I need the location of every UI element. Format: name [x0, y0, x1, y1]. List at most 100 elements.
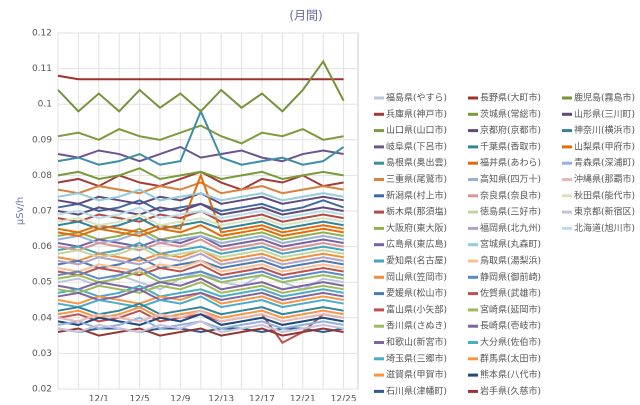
- series-line: [57, 217, 344, 230]
- series-line: [57, 241, 344, 255]
- legend-label: 山形県(三川町): [574, 108, 635, 120]
- legend-label: 愛知県(名古屋): [386, 255, 447, 267]
- legend-label: 福井県(あわら): [480, 157, 541, 169]
- series-line: [57, 259, 344, 273]
- series-line: [57, 327, 344, 334]
- series-line: [57, 252, 344, 266]
- legend-label: 青森県(深浦町): [574, 157, 635, 169]
- x-tick-label: 12/1: [89, 395, 109, 402]
- series-line: [57, 213, 344, 227]
- y-tick-label: 0.11: [32, 64, 52, 74]
- series-line: [57, 270, 344, 284]
- legend-label: 秋田県(能代市): [574, 189, 635, 201]
- legend-label: 長崎県(壱岐市): [480, 320, 541, 332]
- series-line: [57, 145, 344, 163]
- series-line: [57, 231, 344, 245]
- series-line: [57, 206, 344, 220]
- series-line: [57, 74, 344, 81]
- chart-title: (月間): [289, 9, 322, 23]
- legend-label: 宮崎県(延岡市): [480, 303, 541, 315]
- x-tick-label: 12/13: [208, 395, 234, 402]
- legend-label: 埼玉県(三郷市): [386, 352, 447, 364]
- y-tick-label: 0.06: [32, 242, 52, 252]
- legend-label: 熊本県(八代市): [480, 369, 541, 381]
- legend-label: 鳥取県(湯梨浜): [480, 255, 541, 267]
- legend-label: 奈良県(奈良市): [480, 189, 541, 201]
- y-tick-label: 0.1: [38, 100, 52, 110]
- series-line: [57, 302, 344, 316]
- legend-label: 兵庫県(神戸市): [386, 108, 447, 120]
- series-line: [57, 224, 344, 237]
- y-tick-label: 0.02: [32, 385, 52, 395]
- series-line: [57, 124, 344, 145]
- legend-label: 岩手県(久慈市): [480, 385, 541, 397]
- series-line: [57, 245, 344, 259]
- y-tick-label: 0.12: [32, 29, 52, 39]
- series-line: [57, 202, 344, 216]
- y-tick-label: 0.08: [32, 171, 52, 181]
- legend-label: 北海道(旭川市): [574, 222, 635, 234]
- series-line: [57, 188, 344, 202]
- legend-label: 愛媛県(松山市): [386, 287, 447, 299]
- legend-label: 栃木県(那須塩): [386, 206, 447, 218]
- series-line: [57, 238, 344, 252]
- legend-label: 福島県(やすら): [386, 92, 447, 104]
- legend-label: 広島県(東広島): [386, 238, 447, 250]
- legend-label: 三重県(尾鷲市): [386, 173, 447, 185]
- legend-label: 富山県(小矢部): [386, 303, 447, 315]
- legend-label: 静岡県(御前崎): [480, 271, 541, 283]
- x-tick-label: 12/21: [290, 395, 316, 402]
- legend-label: 和歌山(新宮市): [386, 336, 447, 348]
- legend-label: 高知県(四万十): [480, 173, 541, 185]
- legend-label: 新潟県(村上市): [386, 189, 447, 201]
- legend-label: 福岡県(北九州): [480, 222, 541, 234]
- y-tick-label: 0.05: [32, 278, 52, 288]
- series-line: [57, 313, 344, 326]
- legend-label: 長野県(大町市): [480, 92, 541, 104]
- series-line: [57, 327, 344, 337]
- legend-label: 山梨県(甲府市): [574, 140, 635, 152]
- series-line: [57, 281, 344, 294]
- legend-label: 岡山県(笠岡市): [386, 271, 447, 283]
- series-line: [57, 266, 344, 280]
- legend-label: 島根県(奥出雲): [386, 157, 447, 169]
- y-tick-label: 0.09: [32, 135, 52, 145]
- legend-label: 東京都(新宿区): [574, 206, 635, 218]
- legend-label: 群馬県(太田市): [480, 352, 541, 364]
- legend-label: 香川県(さぬき): [386, 321, 447, 332]
- x-tick-label: 12/17: [249, 395, 275, 402]
- legend-label: 滋賀県(甲賀市): [386, 369, 447, 381]
- y-tick-label: 0.04: [32, 313, 52, 323]
- x-tick-label: 12/5: [129, 395, 149, 402]
- legend-label: 岐阜県(下呂市): [386, 140, 447, 152]
- series-line: [57, 320, 344, 334]
- legend-label: 大阪府(東大阪): [386, 222, 447, 234]
- legend-label: 京都府(京都市): [480, 124, 541, 136]
- legend-label: 宮城県(丸森町): [480, 238, 541, 250]
- series-line: [57, 309, 344, 323]
- series-line: [57, 167, 344, 181]
- series-line: [57, 181, 344, 195]
- legend-label: 大分県(佐伯市): [480, 336, 541, 348]
- series-line: [57, 284, 344, 298]
- legend-label: 千葉県(香取市): [480, 140, 541, 152]
- series-line: [57, 277, 344, 291]
- series-line: [57, 227, 344, 241]
- y-axis-label: μSv/h: [15, 197, 26, 225]
- legend-label: 佐賀県(武雄市): [480, 287, 541, 299]
- series-line: [57, 263, 344, 277]
- y-tick-label: 0.03: [32, 349, 52, 359]
- legend-label: 石川県(津幡町): [386, 385, 447, 397]
- series-line: [57, 59, 345, 113]
- legend-label: 茨城県(常総市): [480, 108, 541, 120]
- x-tick-label: 12/9: [170, 395, 190, 402]
- legend-label: 山口県(山口市): [386, 124, 447, 136]
- legend-label: 沖縄県(那覇市): [574, 173, 635, 185]
- legend-label: 鹿児島(霧島市): [574, 92, 635, 104]
- series-line: [57, 288, 344, 302]
- legend-label: 神奈川(横浜市): [574, 124, 635, 136]
- x-tick-label: 12/25: [331, 395, 357, 402]
- y-tick-label: 0.07: [32, 207, 52, 217]
- legend-label: 徳島県(三好市): [480, 206, 541, 218]
